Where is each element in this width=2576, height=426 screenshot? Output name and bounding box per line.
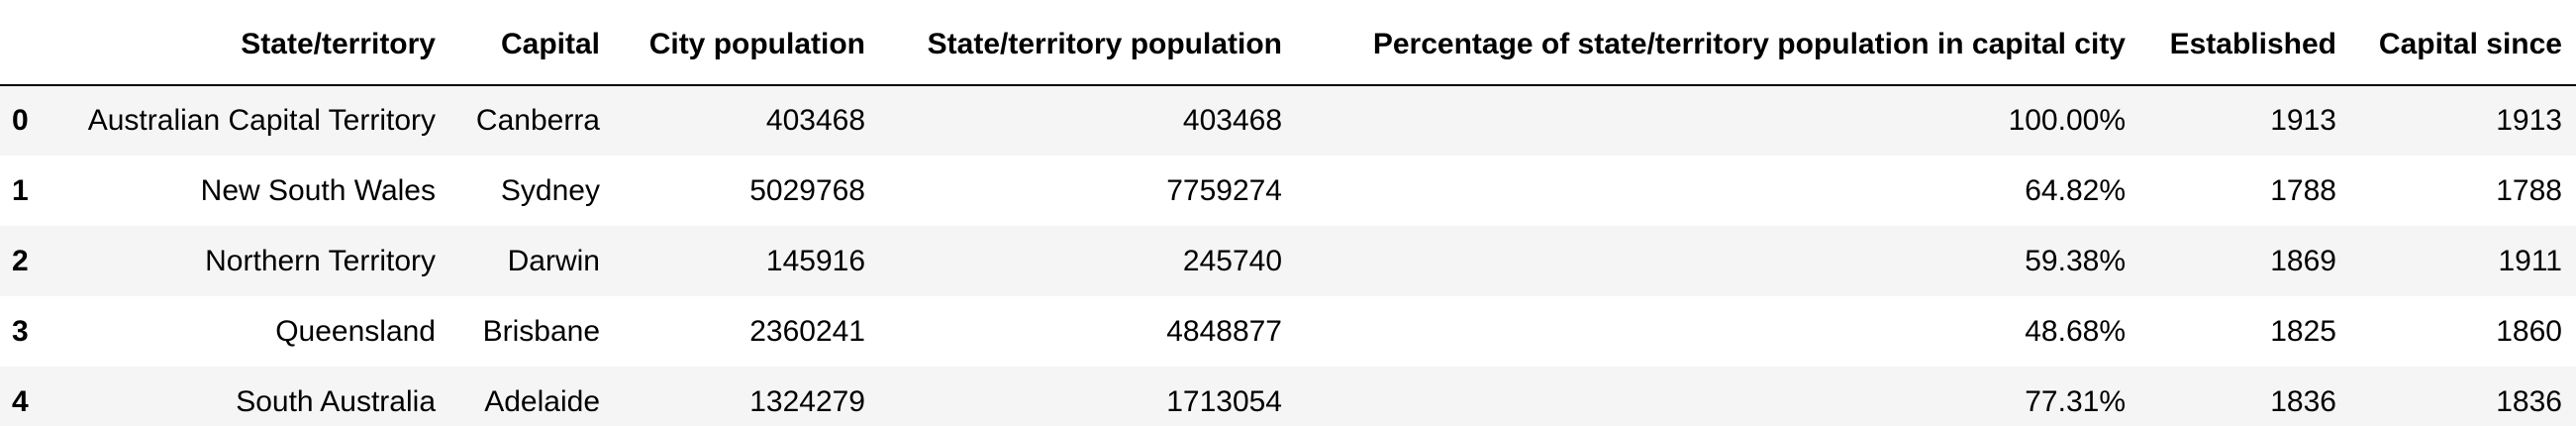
capital-cell: Adelaide: [484, 384, 600, 418]
city-population-cell: 403468: [765, 104, 865, 137]
capital-since-cell: 1911: [2498, 244, 2562, 277]
established-cell: 1869: [2270, 244, 2336, 277]
state-population-cell: 245740: [1182, 244, 1282, 277]
capital-header: Capital: [449, 0, 614, 86]
percentage-header: Percentage of state/territory population…: [1296, 0, 2139, 86]
capital-cell: Sydney: [500, 173, 600, 207]
capital-cell: Darwin: [507, 244, 600, 277]
capital-since-cell: 1788: [2496, 173, 2562, 207]
table-body: 0 Australian Capital Territory Canberra …: [0, 85, 2576, 426]
city-population-header: City population: [614, 0, 879, 86]
capital-since-cell: 1836: [2496, 384, 2562, 418]
established-header: Established: [2139, 0, 2350, 86]
state-territory-header: State/territory: [44, 0, 449, 86]
capital-cell: Brisbane: [482, 314, 600, 348]
state-cell: South Australia: [236, 384, 436, 418]
capital-since-cell: 1860: [2496, 314, 2562, 348]
state-cell: New South Wales: [200, 173, 436, 207]
row-index: 2: [12, 244, 29, 277]
percentage-cell: 77.31%: [2025, 384, 2126, 418]
table-row: 0 Australian Capital Territory Canberra …: [0, 85, 2576, 156]
state-cell: Northern Territory: [205, 244, 436, 277]
state-population-cell: 7759274: [1166, 173, 1282, 207]
state-population-header: State/territory population: [879, 0, 1296, 86]
state-cell: Queensland: [275, 314, 436, 348]
percentage-cell: 100.00%: [2008, 104, 2126, 137]
percentage-cell: 48.68%: [2025, 314, 2126, 348]
established-cell: 1913: [2270, 104, 2336, 137]
row-index: 4: [12, 384, 29, 418]
state-population-cell: 403468: [1182, 104, 1282, 137]
state-population-cell: 1713054: [1166, 384, 1282, 418]
capital-cell: Canberra: [475, 104, 600, 137]
established-cell: 1836: [2270, 384, 2336, 418]
established-cell: 1788: [2270, 173, 2336, 207]
city-population-cell: 145916: [765, 244, 865, 277]
table-row: 2 Northern Territory Darwin 145916 24574…: [0, 226, 2576, 296]
percentage-cell: 64.82%: [2025, 173, 2126, 207]
city-population-cell: 2360241: [749, 314, 865, 348]
row-index: 3: [12, 314, 29, 348]
row-index: 0: [12, 104, 29, 137]
table-row: 1 New South Wales Sydney 5029768 7759274…: [0, 156, 2576, 226]
capital-since-cell: 1913: [2496, 104, 2562, 137]
table-row: 3 Queensland Brisbane 2360241 4848877 48…: [0, 296, 2576, 367]
header-row: State/territory Capital City population …: [0, 0, 2576, 86]
percentage-cell: 59.38%: [2025, 244, 2126, 277]
capital-since-header: Capital since: [2350, 0, 2576, 86]
state-cell: Australian Capital Territory: [87, 104, 436, 137]
table-header: State/territory Capital City population …: [0, 0, 2576, 86]
state-population-cell: 4848877: [1166, 314, 1282, 348]
established-cell: 1825: [2270, 314, 2336, 348]
row-index: 1: [12, 173, 29, 207]
city-population-cell: 5029768: [749, 173, 865, 207]
city-population-cell: 1324279: [749, 384, 865, 418]
table-row: 4 South Australia Adelaide 1324279 17130…: [0, 367, 2576, 426]
index-header: [0, 0, 44, 86]
